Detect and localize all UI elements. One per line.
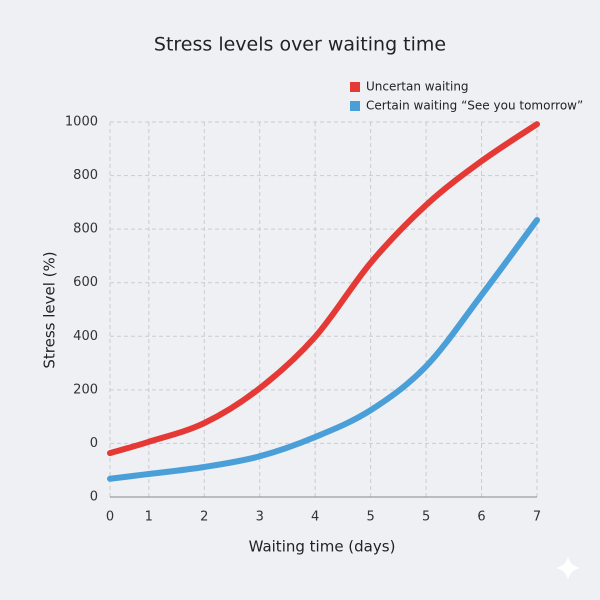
legend-swatch (350, 82, 360, 92)
x-tick-label: 5 (422, 510, 430, 525)
chart-title: Stress levels over waiting time (154, 34, 446, 56)
y-axis-label: Stress level (%) (41, 251, 59, 368)
sparkle-icon (556, 556, 580, 580)
y-tick-label: 0 (90, 490, 98, 505)
x-axis-label: Waiting time (days) (249, 538, 396, 556)
y-tick-label: 800 (73, 168, 98, 183)
legend-swatch (350, 101, 360, 111)
x-tick-label: 0 (106, 510, 114, 525)
y-tick-label: 800 (73, 222, 98, 237)
x-tick-label: 4 (311, 510, 319, 525)
x-tick-label: 3 (256, 510, 264, 525)
x-tick-label: 5 (366, 510, 374, 525)
y-tick-label: 400 (73, 329, 98, 344)
x-tick-label: 1 (145, 510, 153, 525)
legend-label: Certain waiting “See you tomorrow” (366, 99, 583, 113)
legend-label: Uncertan waiting (366, 80, 469, 94)
x-tick-label: 7 (533, 510, 541, 525)
y-tick-label: 200 (73, 382, 98, 397)
line-series (107, 121, 540, 457)
y-tick-label: 1000 (65, 115, 98, 130)
y-tick-label: 600 (73, 275, 98, 290)
line-series (107, 217, 540, 482)
y-tick-label: 0 (90, 436, 98, 451)
x-tick-label: 2 (200, 510, 208, 525)
x-tick-label: 6 (477, 510, 485, 525)
